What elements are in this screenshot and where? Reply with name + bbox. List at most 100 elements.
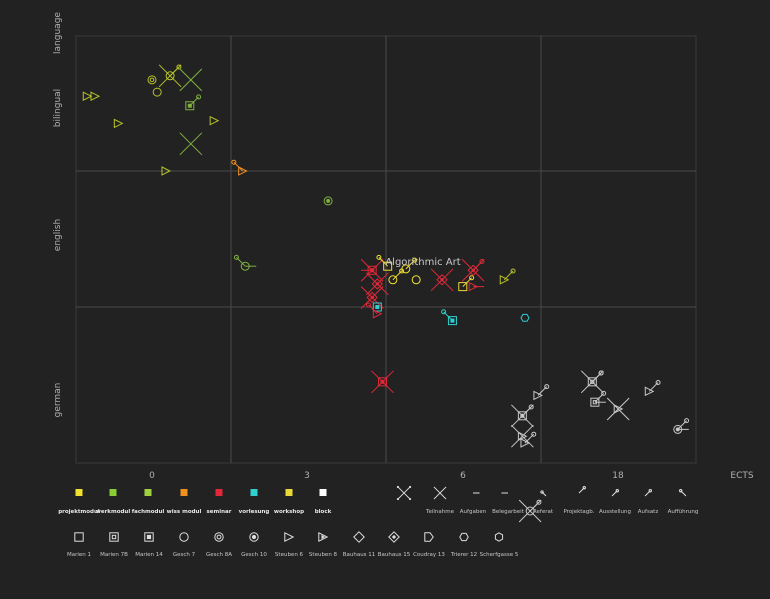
data-point [673, 418, 690, 434]
y-axis-label: language [53, 12, 63, 54]
legend-mark-label: Ausstellung [599, 509, 631, 515]
legend-swatch [285, 489, 293, 496]
legend-shape-label: Marien 7B [100, 552, 128, 558]
data-point [461, 258, 485, 282]
grid [76, 36, 696, 463]
data-point [458, 275, 475, 292]
legend-color-label: seminar [207, 509, 232, 515]
legend-swatch [75, 489, 83, 496]
legend-shape-item: Bauhaus 15 [378, 531, 411, 558]
legend-mark-item: Referat [533, 490, 554, 515]
data-point [233, 254, 257, 271]
data-point [323, 196, 333, 206]
data-point [430, 268, 454, 292]
legend-mark-item: Aufgaben [460, 492, 487, 515]
data-point [441, 309, 457, 326]
data-point [152, 87, 162, 97]
data-point [411, 275, 421, 285]
x-axis-label: ECTS [730, 471, 753, 481]
legend-color-item: fachmodul [132, 489, 165, 515]
data-point [360, 258, 384, 282]
legend-shape-item: Bauhaus 11 [343, 531, 376, 558]
legend-color-label: workshop [274, 509, 304, 515]
data-point [82, 91, 93, 102]
data-point [518, 499, 542, 523]
legend-color-label: projektmodul [58, 509, 100, 515]
legend-color-label: wiss modul [167, 509, 202, 515]
data-point [371, 370, 394, 394]
legend-shape-label: Marien 1 [67, 552, 91, 558]
legend-shape-item: Trierer 12 [450, 532, 477, 558]
legend-mark-label: Teilnahme [425, 509, 455, 515]
legend-shape-label: Steuben 6 [275, 552, 304, 558]
legend-swatch [180, 489, 188, 496]
legend-shapes: Marien 1 Marien 7B Marien 14 Gesch 7 Gesch 8… [67, 531, 519, 558]
legend-swatch [144, 489, 152, 496]
legend-mark-item: Aufführung [668, 489, 699, 515]
y-tick-label: english [53, 219, 63, 251]
data-point [113, 118, 124, 129]
data-point [511, 404, 534, 428]
data-point [499, 268, 516, 285]
legend-mark-item: Ausstellung [599, 489, 631, 515]
legend-shape-label: Bauhaus 15 [378, 552, 411, 558]
x-tick-label: 3 [304, 471, 310, 481]
legend-mark-item: Projektagb. [563, 486, 595, 515]
legend-color-item: seminar [207, 489, 232, 515]
x-tick-label: 0 [149, 471, 155, 481]
legend-shape-item: Steuben 8 [309, 531, 338, 558]
legend-shape-label: Marien 14 [135, 552, 163, 558]
legend-shape-item: Marien 1 [67, 532, 91, 558]
legend-mark-item: Aufsatz [638, 489, 659, 515]
legend-swatch [319, 489, 327, 496]
data-point [580, 370, 604, 394]
legend-mark-label: Belegarbeit [492, 509, 525, 515]
legend-shape-item: Marien 14 [135, 532, 163, 558]
legend-swatch [250, 489, 258, 496]
annotation-label: Algorithmic Art [385, 257, 460, 268]
data-point [360, 286, 384, 309]
legend-shape-item: Gesch 10 [241, 532, 267, 558]
legend-color-item: wiss modul [167, 489, 202, 515]
legend-marks: Teilnahme Aufgaben Belegarbeit Referat Proje… [396, 485, 699, 515]
legend-swatch [109, 489, 117, 496]
legend-mark-item [396, 485, 412, 501]
legend-shape-item: Coudray 13 [413, 532, 445, 558]
data-point [468, 281, 485, 292]
legend-color-label: block [315, 509, 332, 515]
legend-mark-label: Aufsatz [638, 509, 659, 515]
data-point [158, 64, 182, 88]
legend-shape-item: Scherfgasse 5 [480, 532, 519, 558]
data-point [161, 166, 172, 176]
legend-shape-label: Gesch 10 [241, 552, 267, 558]
data-point [372, 302, 382, 312]
data-point [179, 132, 203, 156]
data-point [90, 91, 101, 102]
data-point [520, 431, 537, 448]
data-point [185, 94, 202, 111]
legend-mark-label: Aufgaben [460, 509, 487, 515]
data-point [231, 159, 248, 176]
legend-color-label: werkmodul [96, 509, 131, 515]
data-point [376, 254, 393, 271]
data-points [82, 64, 690, 523]
legend-color-item: projektmodul [58, 489, 100, 515]
legend-mark-label: Aufführung [668, 509, 699, 515]
legend-swatch [215, 489, 223, 496]
legend-shape-label: Steuben 8 [309, 552, 338, 558]
data-point [209, 115, 220, 126]
legend-color-item: vorlesung [239, 489, 269, 515]
y-tick-label: bilingual [53, 89, 63, 127]
data-point [147, 75, 157, 85]
x-tick-label: 18 [612, 471, 624, 481]
data-point [366, 302, 383, 319]
x-tick-label: 6 [460, 471, 466, 481]
legend-mark-label: Projektagb. [563, 509, 594, 515]
legend-color-label: fachmodul [132, 509, 165, 515]
axis-ticks: 0 3 6 18 german english bilingual [53, 89, 624, 481]
data-point [533, 384, 550, 401]
legend-shape-label: Bauhaus 11 [343, 552, 376, 558]
legend-shape-label: Gesch 7 [173, 552, 196, 558]
